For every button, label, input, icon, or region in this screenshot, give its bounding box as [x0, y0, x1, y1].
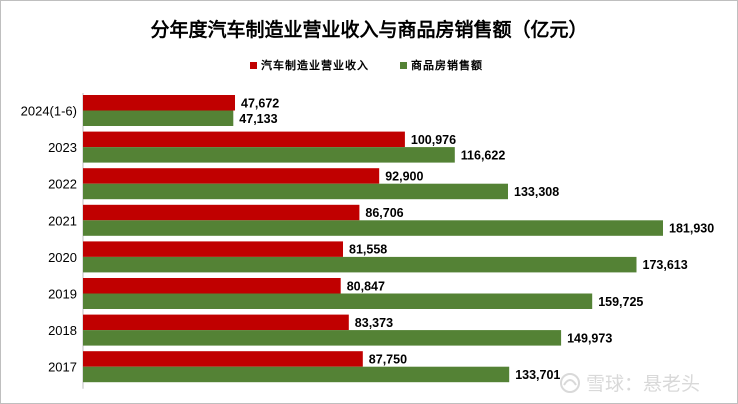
y-tick-label: 2019	[48, 287, 77, 302]
data-label-auto-revenue: 86,706	[365, 206, 403, 220]
data-label-auto-revenue: 81,558	[349, 243, 387, 257]
watermark: 雪球：悬老头	[560, 373, 700, 395]
bar-auto-revenue	[83, 95, 235, 111]
plot-area: 2024(1-6) 47,672 47,133 2023 100,976 116,622 2…	[21, 93, 714, 389]
bar-property-sales	[83, 183, 508, 200]
bar-auto-revenue	[83, 168, 380, 184]
bar-auto-revenue	[83, 278, 341, 294]
data-label-property-sales: 116,622	[461, 148, 506, 162]
data-label-property-sales: 159,725	[598, 295, 643, 309]
bar-property-sales	[83, 147, 455, 163]
data-label-auto-revenue: 80,847	[347, 279, 385, 293]
data-label-property-sales: 47,133	[239, 112, 277, 126]
data-label-property-sales: 133,701	[515, 368, 560, 382]
bar-auto-revenue	[83, 131, 405, 148]
bar-property-sales	[83, 220, 663, 236]
legend: 汽车制造业营业收入 商品房销售额	[250, 58, 483, 72]
bar-property-sales	[83, 330, 562, 346]
bar-property-sales	[83, 110, 234, 126]
y-tick-label: 2017	[48, 360, 77, 375]
data-label-property-sales: 149,973	[567, 331, 612, 345]
bar-property-sales	[83, 366, 510, 383]
snowball-logo-icon	[560, 373, 580, 393]
legend-label-property-sales: 商品房销售额	[411, 58, 483, 72]
bar-auto-revenue	[83, 314, 349, 331]
legend-swatch-property-sales	[400, 62, 407, 69]
watermark-text: 雪球：悬老头	[586, 373, 700, 395]
bar-auto-revenue	[83, 204, 360, 221]
chart-title: 分年度汽车制造业营业收入与商品房销售额（亿元）	[150, 18, 587, 41]
y-tick-label: 2024(1-6)	[21, 104, 77, 119]
data-label-property-sales: 181,930	[669, 222, 714, 236]
bar-property-sales	[83, 256, 637, 273]
bar-auto-revenue	[83, 351, 363, 367]
y-tick-label: 2020	[48, 250, 77, 265]
bar-property-sales	[83, 293, 593, 309]
data-label-auto-revenue: 87,750	[369, 352, 407, 366]
legend-swatch-auto-revenue	[250, 62, 257, 69]
data-label-auto-revenue: 100,976	[411, 133, 456, 147]
legend-label-auto-revenue: 汽车制造业营业收入	[261, 58, 369, 72]
data-label-property-sales: 133,308	[514, 185, 559, 199]
y-tick-label: 2018	[48, 323, 77, 338]
y-tick-label: 2021	[48, 213, 77, 228]
y-tick-label: 2023	[48, 140, 77, 155]
bar-auto-revenue	[83, 241, 343, 257]
data-label-property-sales: 173,613	[643, 258, 688, 272]
data-label-auto-revenue: 47,672	[241, 96, 279, 110]
y-tick-label: 2022	[48, 177, 77, 192]
data-label-auto-revenue: 83,373	[355, 316, 393, 330]
data-label-auto-revenue: 92,900	[385, 169, 423, 183]
